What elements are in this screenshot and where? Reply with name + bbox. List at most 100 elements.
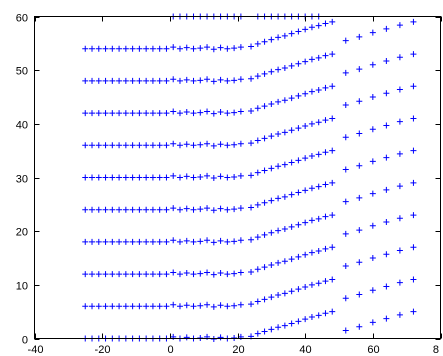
data-point — [163, 77, 170, 84]
data-point — [136, 206, 143, 213]
data-point — [149, 142, 156, 149]
data-point — [95, 110, 102, 117]
data-point — [217, 237, 224, 244]
data-point — [204, 172, 211, 179]
data-point — [136, 238, 143, 245]
data-point — [288, 95, 295, 102]
data-point — [308, 56, 315, 63]
data-point — [89, 303, 96, 310]
data-point — [109, 238, 116, 245]
data-point — [89, 110, 96, 117]
data-point — [197, 302, 204, 309]
data-point — [302, 219, 309, 226]
data-point — [322, 310, 329, 317]
data-point — [342, 37, 349, 44]
data-point — [315, 87, 322, 94]
data-point — [197, 77, 204, 84]
data-point — [217, 334, 224, 341]
data-point — [231, 302, 238, 309]
data-point — [122, 45, 129, 52]
data-point — [122, 142, 129, 149]
data-point — [288, 256, 295, 263]
data-point — [102, 303, 109, 310]
x-tick-label: 20 — [232, 344, 244, 356]
data-point — [197, 109, 204, 116]
data-point — [356, 130, 363, 137]
data-point — [190, 174, 197, 181]
data-point — [356, 323, 363, 330]
data-point — [268, 36, 275, 43]
data-point — [190, 238, 197, 245]
data-point — [396, 54, 403, 61]
data-point — [170, 269, 177, 276]
plot-frame — [34, 16, 441, 339]
data-point — [129, 142, 136, 149]
data-point — [102, 174, 109, 181]
data-point — [281, 322, 288, 329]
data-point — [89, 77, 96, 84]
data-point — [383, 90, 390, 97]
data-point — [302, 283, 309, 290]
data-point — [410, 179, 417, 186]
data-point — [163, 45, 170, 52]
axes — [34, 16, 441, 339]
data-point — [288, 288, 295, 295]
data-point — [369, 222, 376, 229]
data-point — [224, 110, 231, 117]
data-point — [102, 45, 109, 52]
data-point — [369, 287, 376, 294]
data-point — [156, 206, 163, 213]
data-point — [342, 69, 349, 76]
data-point — [129, 271, 136, 278]
data-point — [176, 77, 183, 84]
data-point — [176, 271, 183, 278]
data-point — [322, 213, 329, 220]
data-point — [129, 110, 136, 117]
data-point — [410, 51, 417, 58]
data-point — [281, 65, 288, 72]
data-point — [308, 281, 315, 288]
data-point — [288, 62, 295, 69]
data-point — [82, 45, 89, 52]
data-point — [231, 109, 238, 116]
data-point — [383, 122, 390, 129]
plot-background — [34, 16, 441, 339]
data-point — [217, 109, 224, 116]
data-point — [82, 303, 89, 310]
y-tick-label: 50 — [16, 66, 28, 78]
data-point — [197, 238, 204, 245]
data-point — [308, 24, 315, 31]
data-point — [210, 336, 217, 343]
data-point — [410, 147, 417, 154]
data-point — [369, 319, 376, 326]
data-point — [237, 269, 244, 276]
data-point — [210, 303, 217, 310]
data-point — [204, 205, 211, 212]
data-point — [210, 110, 217, 117]
data-point — [237, 108, 244, 115]
data-point — [342, 198, 349, 205]
data-point — [383, 251, 390, 258]
data-point — [136, 45, 143, 52]
y-tick-label: 40 — [16, 120, 28, 132]
data-point — [190, 206, 197, 213]
data-point — [102, 271, 109, 278]
data-point — [281, 290, 288, 297]
data-point — [308, 249, 315, 256]
data-point — [231, 77, 238, 84]
data-point — [122, 77, 129, 84]
data-point — [217, 44, 224, 51]
data-point — [89, 238, 96, 245]
data-point — [261, 328, 268, 335]
data-point — [224, 238, 231, 245]
data-point — [217, 302, 224, 309]
data-point — [231, 270, 238, 277]
data-point — [302, 187, 309, 194]
data-point — [156, 271, 163, 278]
data-point — [116, 238, 123, 245]
data-point — [89, 142, 96, 149]
data-point — [261, 264, 268, 271]
data-point — [82, 77, 89, 84]
data-point — [396, 22, 403, 29]
